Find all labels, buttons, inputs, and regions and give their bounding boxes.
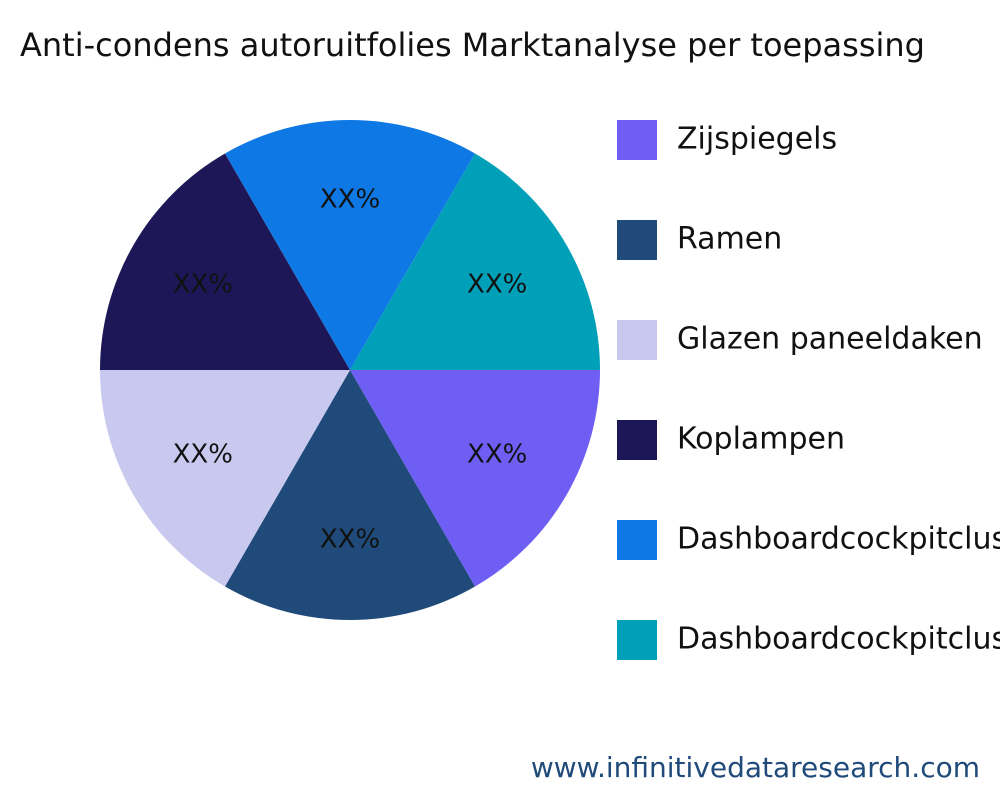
legend-swatch [617,420,657,460]
legend-label: Dashboardcockpitclus [677,522,1000,557]
legend-label: Glazen paneeldaken [677,322,983,357]
slice-label: XX% [467,270,527,300]
legend-label: Ramen [677,222,782,257]
legend-swatch [617,320,657,360]
pie-slice [350,153,600,370]
legend-swatch [617,120,657,160]
slice-label: XX% [173,440,233,470]
legend-label: Koplampen [677,422,845,457]
legend-label: Zijspiegels [677,122,837,157]
legend-swatch [617,520,657,560]
legend-swatch [617,220,657,260]
pie-slice [100,153,350,370]
pie-slice [225,119,475,370]
legend-label: Dashboardcockpitclus [677,622,1000,657]
chart-title: Anti-condens autoruitfolies Marktanalyse… [20,26,925,64]
legend-swatch [617,620,657,660]
pie-slice [350,370,600,587]
slice-label: XX% [467,440,527,470]
slice-label: XX% [320,185,380,215]
slice-label: XX% [173,270,233,300]
pie-slice [225,370,475,620]
pie-slice [100,370,350,587]
source-link: www.infinitivedataresearch.com [531,751,980,784]
slice-label: XX% [320,525,380,555]
